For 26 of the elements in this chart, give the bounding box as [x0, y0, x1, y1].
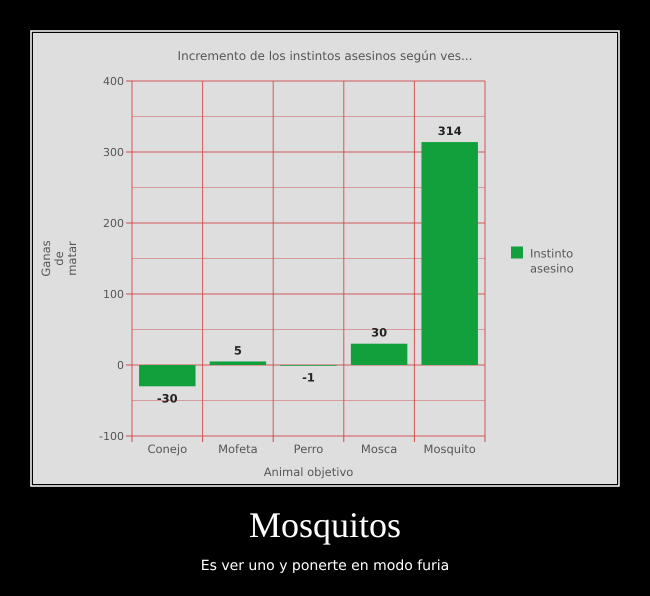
y-tick-label: 100	[103, 288, 124, 301]
y-tick-label: 400	[103, 75, 124, 88]
legend-label: Instinto asesino	[530, 246, 574, 276]
text: Es ver uno y ponerte en modo furia	[200, 558, 450, 574]
y-axis-title: Ganas de matar	[39, 240, 79, 277]
x-axis-title: Animal objetivo	[264, 465, 354, 479]
bar	[139, 365, 196, 386]
y-tick-label: 300	[103, 146, 124, 159]
bar	[350, 344, 408, 365]
y-tick-label: 0	[117, 359, 124, 372]
data-label: 5	[234, 343, 242, 358]
x-tick-label: Mosca	[360, 442, 398, 456]
data-label: 30	[371, 326, 388, 340]
x-tick-label: Mofeta	[218, 442, 258, 456]
y-tick-label: -100	[99, 430, 124, 443]
data-label: 314	[438, 124, 462, 138]
data-label: -30	[156, 391, 178, 406]
y-tick-label: 200	[103, 217, 124, 230]
bar	[210, 361, 266, 365]
x-tick-label: Mosquito	[424, 442, 476, 456]
bar	[421, 142, 478, 365]
x-tick-label: Conejo	[147, 442, 188, 456]
x-tick-label: Perro	[294, 442, 324, 456]
chart-title: Incremento de los instintos asesinos según ves...	[178, 49, 472, 63]
data-label: -1	[302, 370, 315, 385]
text: Mosquitos	[248, 505, 402, 545]
